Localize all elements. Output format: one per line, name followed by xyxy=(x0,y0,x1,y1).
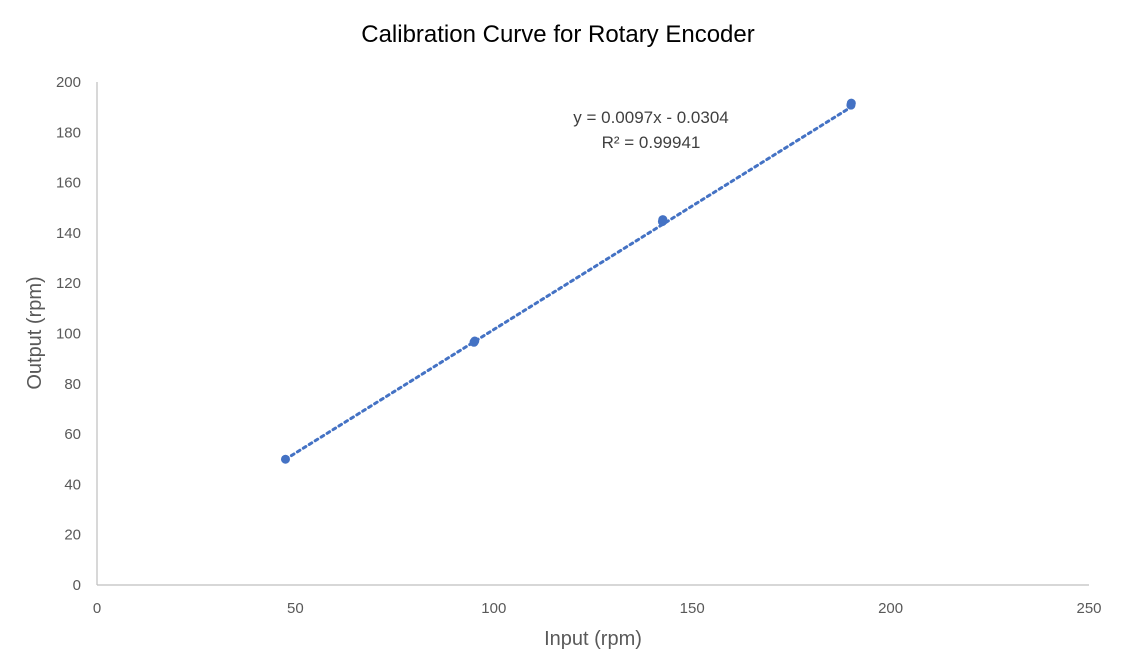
data-point xyxy=(846,98,856,108)
data-point xyxy=(470,336,480,346)
chart-title: Calibration Curve for Rotary Encoder xyxy=(361,21,755,48)
y-tick-label: 120 xyxy=(56,275,81,292)
y-tick-label: 40 xyxy=(64,476,81,493)
x-tick-labels: 0 50 100 150 200 250 xyxy=(93,600,1102,617)
y-tick-label: 200 xyxy=(56,74,81,91)
data-point xyxy=(280,454,290,464)
y-tick-label: 20 xyxy=(64,527,81,544)
y-axis-title: Output (rpm) xyxy=(24,276,46,389)
y-tick-label: 100 xyxy=(56,326,81,343)
trendline xyxy=(283,105,853,461)
y-tick-label: 0 xyxy=(73,577,81,594)
x-tick-label: 150 xyxy=(680,600,705,617)
r-squared-label: R² = 0.99941 xyxy=(602,133,701,152)
trendline-equation: y = 0.0097x - 0.0304 xyxy=(573,108,728,127)
y-tick-label: 140 xyxy=(56,225,81,242)
x-tick-label: 0 xyxy=(93,600,101,617)
data-point xyxy=(658,215,668,225)
x-tick-label: 50 xyxy=(287,600,304,617)
x-tick-label: 250 xyxy=(1076,600,1101,617)
x-tick-label: 200 xyxy=(878,600,903,617)
y-tick-labels: 0 20 40 60 80 100 120 140 160 180 200 xyxy=(56,74,81,594)
x-tick-label: 100 xyxy=(481,600,506,617)
y-tick-label: 160 xyxy=(56,175,81,192)
y-tick-label: 80 xyxy=(64,376,81,393)
data-points xyxy=(280,98,856,464)
y-tick-label: 180 xyxy=(56,124,81,141)
x-axis-title: Input (rpm) xyxy=(544,628,642,650)
y-tick-label: 60 xyxy=(64,426,81,443)
